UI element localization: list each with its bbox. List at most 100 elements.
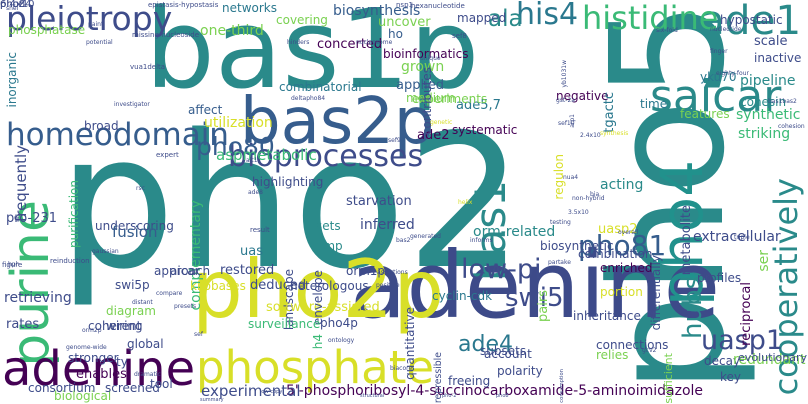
cloud-word: pairs (536, 290, 551, 322)
cloud-word: pleiotropy (6, 0, 173, 38)
cloud-word: one-third (200, 23, 264, 39)
cloud-word: ser (756, 250, 772, 272)
cloud-word: coherent (88, 319, 142, 333)
cloud-word: bas2 (396, 237, 411, 244)
cloud-word: heterologous (290, 279, 369, 293)
cloud-word: ade4 (458, 332, 513, 357)
cloud-word: partake (548, 259, 571, 266)
cloud-word: hexanucleotide (411, 2, 465, 10)
cloud-word: genetic (430, 119, 453, 126)
cloud-word: gaussian (92, 248, 119, 255)
cloud-word: sef8 (452, 32, 467, 40)
cloud-word: retrieving (4, 290, 72, 306)
cloud-word: hinders (287, 39, 310, 46)
cloud-word: h4 (311, 334, 325, 350)
cloud-word: informs (470, 237, 493, 244)
cloud-word: portion (600, 285, 643, 299)
cloud-word: global (127, 337, 164, 351)
cloud-word: saicar (650, 71, 782, 122)
cloud-word: ade2 (417, 128, 450, 143)
cloud-word: features (680, 107, 730, 121)
cloud-word: bia (590, 191, 600, 198)
cloud-word: unique (420, 55, 441, 62)
cloud-word: evolutionary (738, 351, 808, 364)
cloud-word: consumption (559, 369, 565, 403)
cloud-word: striking (738, 126, 791, 142)
cloud-word: enriched (600, 261, 653, 275)
cloud-word: systematic (452, 123, 518, 137)
cloud-word: epistasis-hypostasis (148, 1, 219, 9)
cloud-word: missing-nucleoside (132, 31, 200, 39)
cloud-word: summary (200, 397, 224, 403)
cloud-word: biological (54, 389, 112, 403)
cloud-word: histidine (582, 0, 719, 37)
cloud-word: presets (174, 303, 197, 310)
cloud-word: swi5p (115, 278, 150, 292)
cloud-word: deduced (250, 278, 307, 293)
cloud-word: six-fold (656, 27, 678, 34)
cloud-word: fusion (112, 223, 158, 241)
cloud-word: ty (116, 355, 128, 369)
cloud-word: metabolite (679, 205, 694, 276)
cloud-word: finger (710, 48, 728, 55)
cloud-word: affect (188, 103, 223, 117)
cloud-word: orm2p (82, 327, 102, 334)
cloud-word: potential (86, 39, 113, 46)
cloud-word: low-copy (260, 389, 283, 395)
cloud-word: profiles (697, 271, 742, 285)
cloud-word: pho-2 (442, 393, 457, 399)
cloud-word: screened (105, 381, 160, 395)
cloud-word: phoz (0, 0, 25, 10)
cloud-word: sef (194, 331, 203, 338)
cloud-word: pho81 (578, 229, 667, 262)
cloud-word: structural (360, 393, 385, 399)
cloud-word: ade5,7 (456, 98, 501, 113)
cloud-word: relies (596, 348, 629, 362)
cloud-word: applied (396, 78, 444, 93)
cloud-word: hph (8, 261, 20, 268)
cloud-word: swi5 (505, 283, 564, 313)
cloud-word: wiring (106, 319, 143, 333)
cloud-word: uasp2 (598, 222, 638, 237)
cloud-word: ade8 (248, 189, 263, 196)
cloud-word: nucleotide (710, 26, 742, 33)
cloud-word: deltapho84 (291, 95, 326, 102)
cloud-word: vua1delta (130, 63, 166, 71)
cloud-word: pho2p (192, 243, 445, 336)
cloud-word: starvation (346, 194, 412, 209)
cloud-word: adenine (350, 232, 721, 339)
cloud-word: overall (618, 229, 639, 236)
cloud-word: sufficient (662, 353, 675, 404)
cloud-word: polarity (497, 364, 543, 378)
cloud-word: medium (406, 91, 456, 105)
cloud-word: phosphate (196, 341, 435, 394)
cloud-word: adenine (2, 341, 196, 397)
cloud-word: triple (734, 234, 750, 241)
cloud-word: inheritance (573, 309, 641, 323)
cloud-word: orm1p (346, 264, 386, 278)
cloud-word: cohesion (778, 123, 805, 130)
cloud-word: subsets (480, 344, 527, 358)
cloud-word: aicar (170, 264, 200, 278)
cloud-word: uas (240, 244, 263, 259)
cloud-word: yb1031w (561, 60, 568, 88)
cloud-word: bas2p (240, 85, 435, 159)
cloud-word: synthetic (736, 107, 801, 123)
cloud-word: gst-2a (556, 97, 575, 104)
cloud-word: inferred (360, 217, 415, 233)
cloud-word: genome-wide (66, 344, 107, 351)
cloud-word: low-pi (461, 254, 542, 285)
cloud-word: eighty-four (716, 70, 749, 77)
cloud-word: paint (88, 21, 104, 28)
cloud-word: pho8 (496, 393, 509, 399)
cloud-word: reinduction (50, 257, 90, 265)
cloud-word: bas1p (145, 0, 480, 113)
cloud-word: 5'-phosphoribosyl-4-succinocarboxamide-5… (286, 383, 704, 399)
cloud-word: mapped (457, 11, 507, 25)
cloud-word: biacore (390, 365, 413, 372)
cloud-word: ontology (328, 337, 355, 344)
cloud-word: aspmetabolic (216, 146, 317, 164)
cloud-word: kilobases (190, 279, 246, 293)
cloud-word: enables (76, 367, 127, 382)
cloud-word: nsp1 (396, 1, 413, 9)
